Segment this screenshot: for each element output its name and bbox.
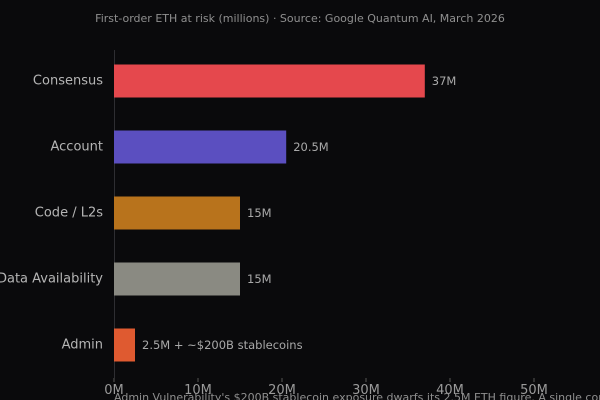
- labels-layer: Consensus 37M Account 20.5M Code / L2s 15M Dat…: [0, 74, 456, 353]
- bar-code-l2s: [114, 196, 240, 230]
- value-label-consensus: 37M: [432, 74, 457, 88]
- value-label-admin: 2.5M + ~$200B stablecoins: [142, 338, 303, 352]
- x-tick-label-50: 50M: [520, 383, 548, 398]
- bar-consensus: [114, 64, 425, 98]
- bars-layer: [114, 64, 425, 362]
- x-ticks-layer: 0M 10M 20M 30M 40M 50M: [104, 378, 548, 398]
- x-tick-label-20: 20M: [268, 383, 296, 398]
- category-label-admin: Admin: [62, 338, 103, 353]
- category-label-account: Account: [51, 140, 104, 155]
- value-label-account: 20.5M: [293, 140, 329, 154]
- bar-account: [114, 130, 287, 164]
- category-label-code-l2s: Code / L2s: [35, 206, 103, 221]
- value-label-data-availability: 15M: [247, 272, 272, 286]
- chart-subtitle: First-order ETH at risk (millions) · Sou…: [95, 12, 505, 25]
- category-label-consensus: Consensus: [33, 74, 103, 89]
- value-label-code-l2s: 15M: [247, 206, 272, 220]
- bar-admin: [114, 328, 135, 362]
- x-tick-label-40: 40M: [436, 383, 464, 398]
- bar-data-availability: [114, 262, 240, 296]
- category-label-data-availability: Data Availability: [0, 272, 103, 287]
- x-tick-label-30: 30M: [352, 383, 380, 398]
- x-tick-label-10: 10M: [184, 383, 212, 398]
- chart-footnote: Admin Vulnerability's $200B stablecoin e…: [114, 391, 600, 400]
- x-tick-label-0: 0M: [104, 383, 124, 398]
